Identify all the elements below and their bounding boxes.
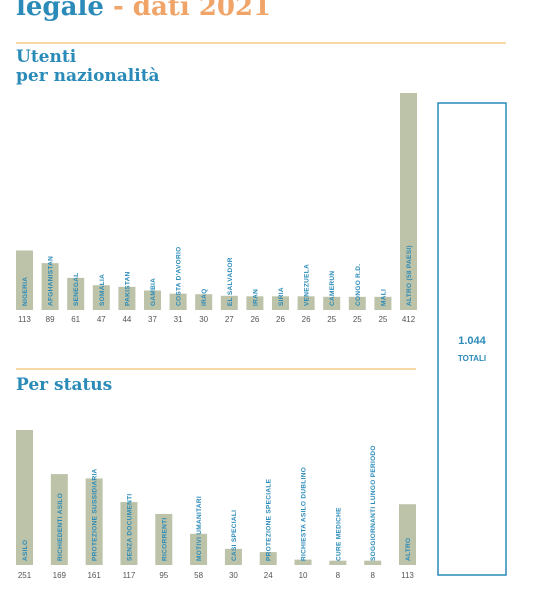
chart-title: Utenti bbox=[16, 47, 77, 67]
value-label: 37 bbox=[148, 315, 157, 324]
bar bbox=[92, 285, 110, 310]
bar bbox=[259, 552, 277, 565]
value-label: 169 bbox=[53, 571, 67, 580]
category-label: RICORRENTI bbox=[161, 518, 168, 561]
category-label: VENEZUELA bbox=[304, 264, 311, 306]
bar bbox=[297, 296, 315, 310]
value-label: 25 bbox=[327, 315, 336, 324]
value-label: 10 bbox=[299, 571, 308, 580]
category-label: EL SALVADOR bbox=[227, 257, 234, 306]
category-label: SENZA DOCUMENTI bbox=[126, 494, 133, 561]
category-label: CURE MEDICHE bbox=[335, 507, 342, 561]
total-label: TOTALI bbox=[458, 354, 486, 363]
category-label: IRAQ bbox=[201, 289, 208, 306]
bar bbox=[16, 250, 33, 310]
header-title: legale - dati 2021 bbox=[16, 0, 271, 22]
category-label: ALTRO (58 PAESI) bbox=[406, 245, 413, 306]
bar bbox=[272, 296, 289, 310]
value-label: 113 bbox=[401, 571, 414, 580]
category-label: SIRIA bbox=[278, 287, 285, 306]
bar bbox=[85, 478, 103, 565]
category-label: PROTEZIONE SUSSIDIARIA bbox=[92, 468, 99, 561]
category-label: AFGHANISTAN bbox=[48, 256, 55, 306]
value-label: 30 bbox=[229, 571, 238, 580]
total-value: 1.044 bbox=[458, 335, 486, 347]
title-accent: - dati 2021 bbox=[113, 0, 271, 22]
value-label: 26 bbox=[250, 315, 259, 324]
value-label: 95 bbox=[159, 571, 168, 580]
bar bbox=[41, 263, 59, 310]
category-label: SOMALIA bbox=[99, 274, 106, 306]
category-label: PAKISTAN bbox=[124, 271, 131, 306]
bar bbox=[294, 559, 312, 565]
value-label: 47 bbox=[97, 315, 106, 324]
bar bbox=[399, 504, 416, 565]
category-label: RICHIESTA ASILO DUBLINO bbox=[301, 467, 308, 561]
value-label: 30 bbox=[199, 315, 208, 324]
chart-title: per nazionalità bbox=[16, 66, 160, 86]
bar bbox=[118, 286, 136, 310]
bar bbox=[195, 294, 213, 310]
bar bbox=[169, 293, 187, 310]
category-label: CASI SPECIALI bbox=[231, 510, 238, 561]
bar bbox=[144, 290, 161, 310]
bar bbox=[220, 295, 238, 310]
bar bbox=[348, 296, 366, 310]
value-label: 31 bbox=[174, 315, 183, 324]
bar bbox=[50, 474, 68, 565]
value-label: 113 bbox=[18, 315, 31, 324]
value-label: 26 bbox=[276, 315, 285, 324]
value-label: 25 bbox=[378, 315, 387, 324]
bar bbox=[329, 560, 347, 565]
value-label: 412 bbox=[402, 315, 416, 324]
value-label: 8 bbox=[370, 571, 375, 580]
category-label: MALI bbox=[380, 289, 387, 306]
bar bbox=[224, 548, 242, 565]
value-label: 161 bbox=[87, 571, 101, 580]
value-label: 58 bbox=[194, 571, 203, 580]
value-label: 25 bbox=[353, 315, 362, 324]
category-label: ALTRO bbox=[405, 538, 412, 561]
category-label: NIGERIA bbox=[22, 277, 29, 306]
category-label: ASILO bbox=[22, 540, 29, 561]
total-box bbox=[437, 102, 507, 576]
bar bbox=[155, 513, 173, 565]
category-label: SOGGIORNANTI LUNGO PERIODO bbox=[370, 445, 377, 561]
bar bbox=[323, 296, 341, 310]
value-label: 27 bbox=[225, 315, 234, 324]
bar bbox=[120, 502, 138, 565]
category-label: PROTEZIONE SPECIALE bbox=[266, 478, 273, 561]
value-label: 26 bbox=[302, 315, 311, 324]
bar bbox=[190, 533, 208, 565]
value-label: 251 bbox=[18, 571, 32, 580]
category-label: CONGO R.D. bbox=[355, 264, 362, 306]
bar bbox=[374, 296, 392, 310]
category-label: SENEGAL bbox=[73, 272, 80, 306]
category-label: RICHIEDENTI ASILO bbox=[57, 493, 64, 561]
bar bbox=[16, 430, 33, 565]
bar bbox=[246, 296, 264, 310]
value-label: 8 bbox=[336, 571, 341, 580]
bar bbox=[400, 93, 417, 310]
category-label: GAMBIA bbox=[150, 278, 157, 306]
title-main: legale bbox=[16, 0, 104, 22]
category-label: MOTIVI UMANITARI bbox=[196, 496, 203, 561]
chart-title: Per status bbox=[16, 375, 112, 395]
value-label: 24 bbox=[264, 571, 273, 580]
category-label: COSTA D'AVORIO bbox=[176, 247, 183, 306]
category-label: IRAN bbox=[252, 289, 259, 306]
value-label: 44 bbox=[122, 315, 131, 324]
bar bbox=[67, 277, 85, 310]
bar bbox=[364, 560, 382, 565]
value-label: 89 bbox=[46, 315, 55, 324]
category-label: CAMERUN bbox=[329, 271, 336, 306]
value-label: 117 bbox=[123, 571, 136, 580]
value-label: 61 bbox=[71, 315, 80, 324]
